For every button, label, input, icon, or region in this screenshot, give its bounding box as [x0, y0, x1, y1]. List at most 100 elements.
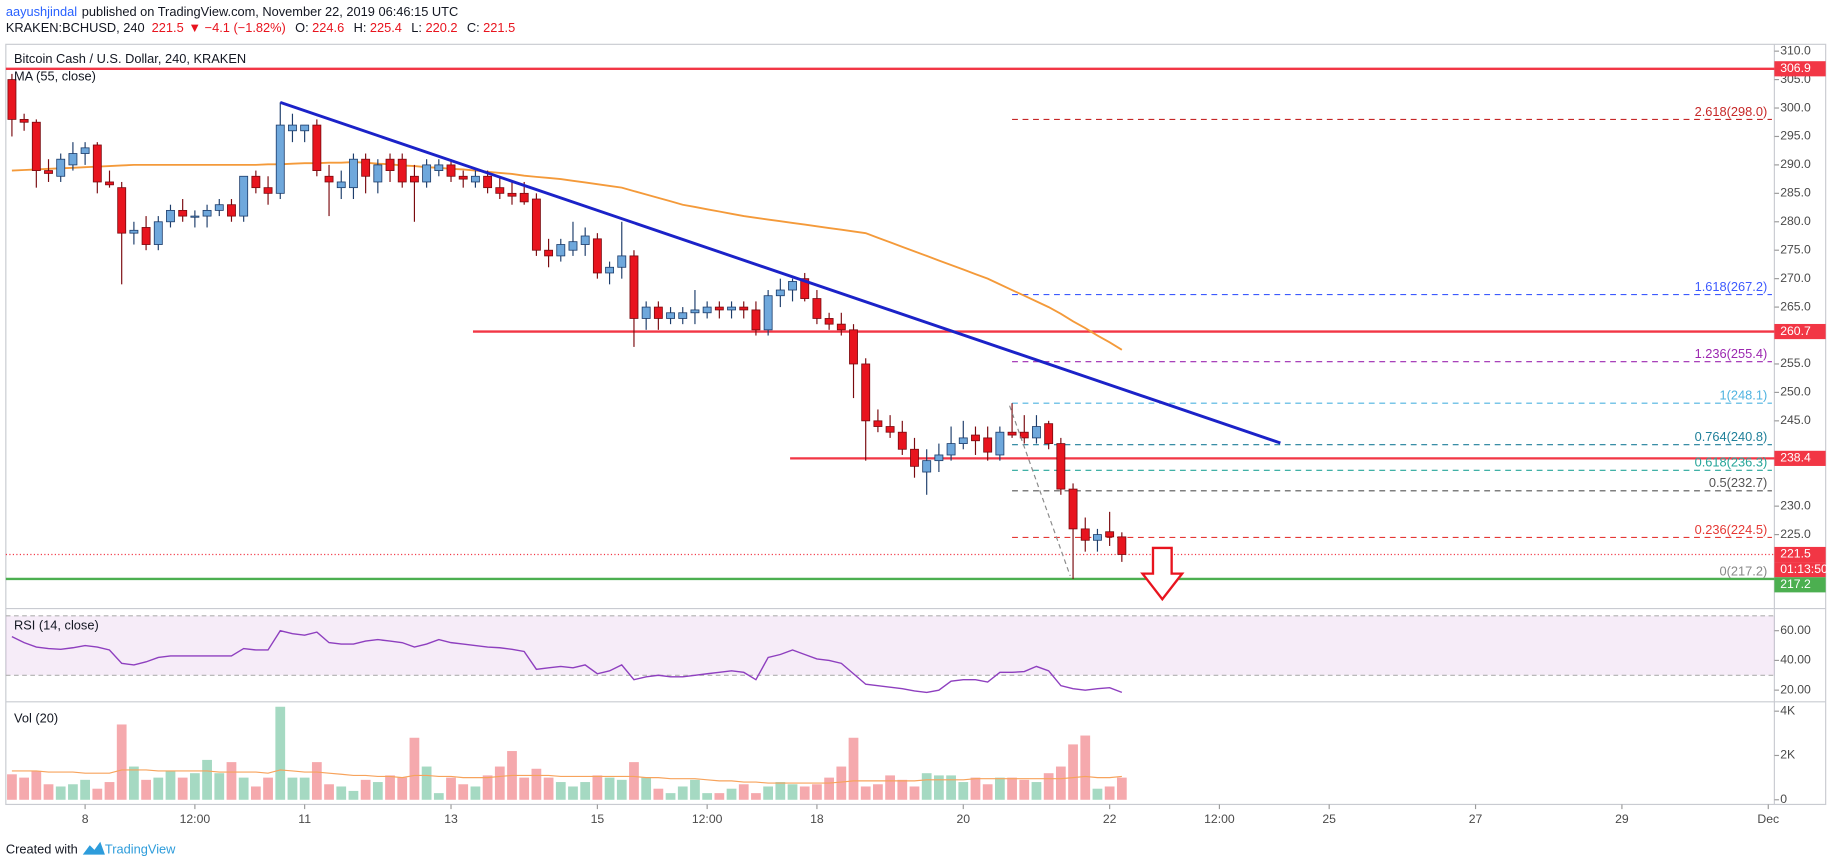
candle-body	[470, 175, 480, 183]
candle-body	[836, 323, 846, 331]
time-tick-label: 8	[82, 812, 89, 826]
candle-body	[202, 209, 212, 217]
volume-bar	[873, 784, 883, 800]
volume-bar	[1092, 788, 1103, 800]
volume-bar	[909, 786, 920, 800]
candle-body	[739, 306, 749, 311]
volume-bar	[677, 786, 688, 800]
candle-body	[544, 249, 554, 257]
fib-label: 0.236(224.5)	[1695, 522, 1768, 537]
rsi-tick-label: 40.00	[1780, 653, 1811, 667]
level-label-box	[1774, 450, 1826, 466]
candle-body	[775, 289, 785, 297]
fib-label: 1.618(267.2)	[1695, 279, 1768, 294]
volume-bar	[397, 777, 408, 800]
volume-bar	[738, 784, 749, 800]
ohlc-label: O:	[295, 21, 309, 36]
volume-bar	[275, 706, 286, 800]
volume-bar	[1068, 744, 1078, 800]
volume-bar	[1043, 773, 1054, 800]
candle-body	[507, 192, 517, 197]
level-label: 217.2	[1780, 577, 1811, 591]
volume-bar	[1007, 777, 1017, 800]
volume-bar	[299, 777, 310, 800]
trendline	[279, 100, 1281, 445]
candle-body	[1032, 426, 1041, 439]
volume-bar	[238, 777, 249, 800]
candle-body	[31, 121, 41, 171]
candle-body	[214, 204, 224, 211]
volume-bar	[860, 786, 871, 800]
candle-body	[824, 318, 834, 325]
volume-tick-label: 2K	[1780, 748, 1796, 762]
time-tick-label: 11	[298, 812, 311, 826]
volume-bar	[421, 766, 432, 800]
candle-body	[592, 238, 602, 274]
candle-body	[519, 192, 529, 203]
candle-body	[922, 460, 932, 473]
candle-body	[397, 158, 407, 183]
current-price-label: 221.5	[1780, 547, 1811, 561]
candle-body	[873, 420, 883, 427]
candle-body	[666, 312, 675, 319]
volume-bar	[1104, 786, 1115, 800]
volume-bar	[921, 773, 932, 800]
candle-body	[714, 306, 724, 311]
volume-bar	[19, 777, 30, 800]
price-tick-label: 245.0	[1780, 413, 1811, 427]
candle-body	[458, 175, 468, 180]
candle-body	[336, 181, 346, 189]
volume-bar	[787, 784, 798, 800]
time-tick-label: 12:00	[692, 812, 723, 826]
volume-bar	[775, 782, 786, 800]
candle-body	[788, 281, 797, 291]
fib-label: 0(217.2)	[1720, 563, 1768, 578]
ohlc-label: C:	[467, 21, 480, 36]
current-price-label-box	[1774, 546, 1826, 563]
front-layer	[279, 100, 1281, 602]
footer-created: Created with	[6, 841, 78, 856]
candle-body	[617, 255, 627, 268]
candle-body	[19, 118, 29, 123]
volume-bar	[55, 786, 66, 800]
candle-body	[190, 215, 200, 218]
candle-body	[80, 147, 90, 154]
level-label: 260.7	[1780, 324, 1811, 338]
candle-body	[641, 306, 651, 319]
chart-title: Bitcoin Cash / U.S. Dollar, 240, KRAKEN	[14, 51, 246, 66]
countdown-label-box	[1774, 562, 1826, 578]
volume-bar	[494, 766, 505, 800]
volume-bar	[433, 793, 444, 800]
candle-body	[629, 255, 639, 319]
candle-body	[275, 124, 285, 194]
time-tick-label: 22	[1103, 812, 1117, 826]
candles	[7, 73, 1127, 579]
change: −4.1 (−1.82%)	[205, 21, 286, 36]
candle-body	[605, 266, 615, 274]
time-tick-label: Dec	[1757, 812, 1779, 826]
candle-body	[763, 295, 773, 331]
candle-body	[129, 229, 139, 234]
ma-line	[11, 161, 1123, 351]
rsi-tick-label: 60.00	[1780, 623, 1811, 637]
candle-body	[568, 241, 578, 251]
volume-bar	[31, 770, 42, 800]
volume-bar	[116, 724, 127, 800]
volume-bar	[1055, 766, 1066, 800]
ohlc-value: 220.2	[425, 21, 457, 36]
volume-bar	[531, 768, 542, 800]
volume-bar	[7, 774, 17, 800]
footer-brand: TradingView	[105, 841, 176, 856]
time-tick-label: 18	[810, 812, 824, 826]
candle-body	[239, 175, 249, 217]
candle-body	[1080, 528, 1090, 541]
candle-body	[678, 312, 688, 319]
volume-bar	[836, 766, 847, 800]
candle-body	[1019, 431, 1029, 439]
rsi-tick-label: 20.00	[1780, 682, 1811, 696]
price-tick-label: 230.0	[1780, 498, 1811, 512]
fib-label: 0.764(240.8)	[1695, 429, 1768, 444]
volume-bar	[970, 777, 981, 800]
volume-bar	[958, 782, 969, 800]
